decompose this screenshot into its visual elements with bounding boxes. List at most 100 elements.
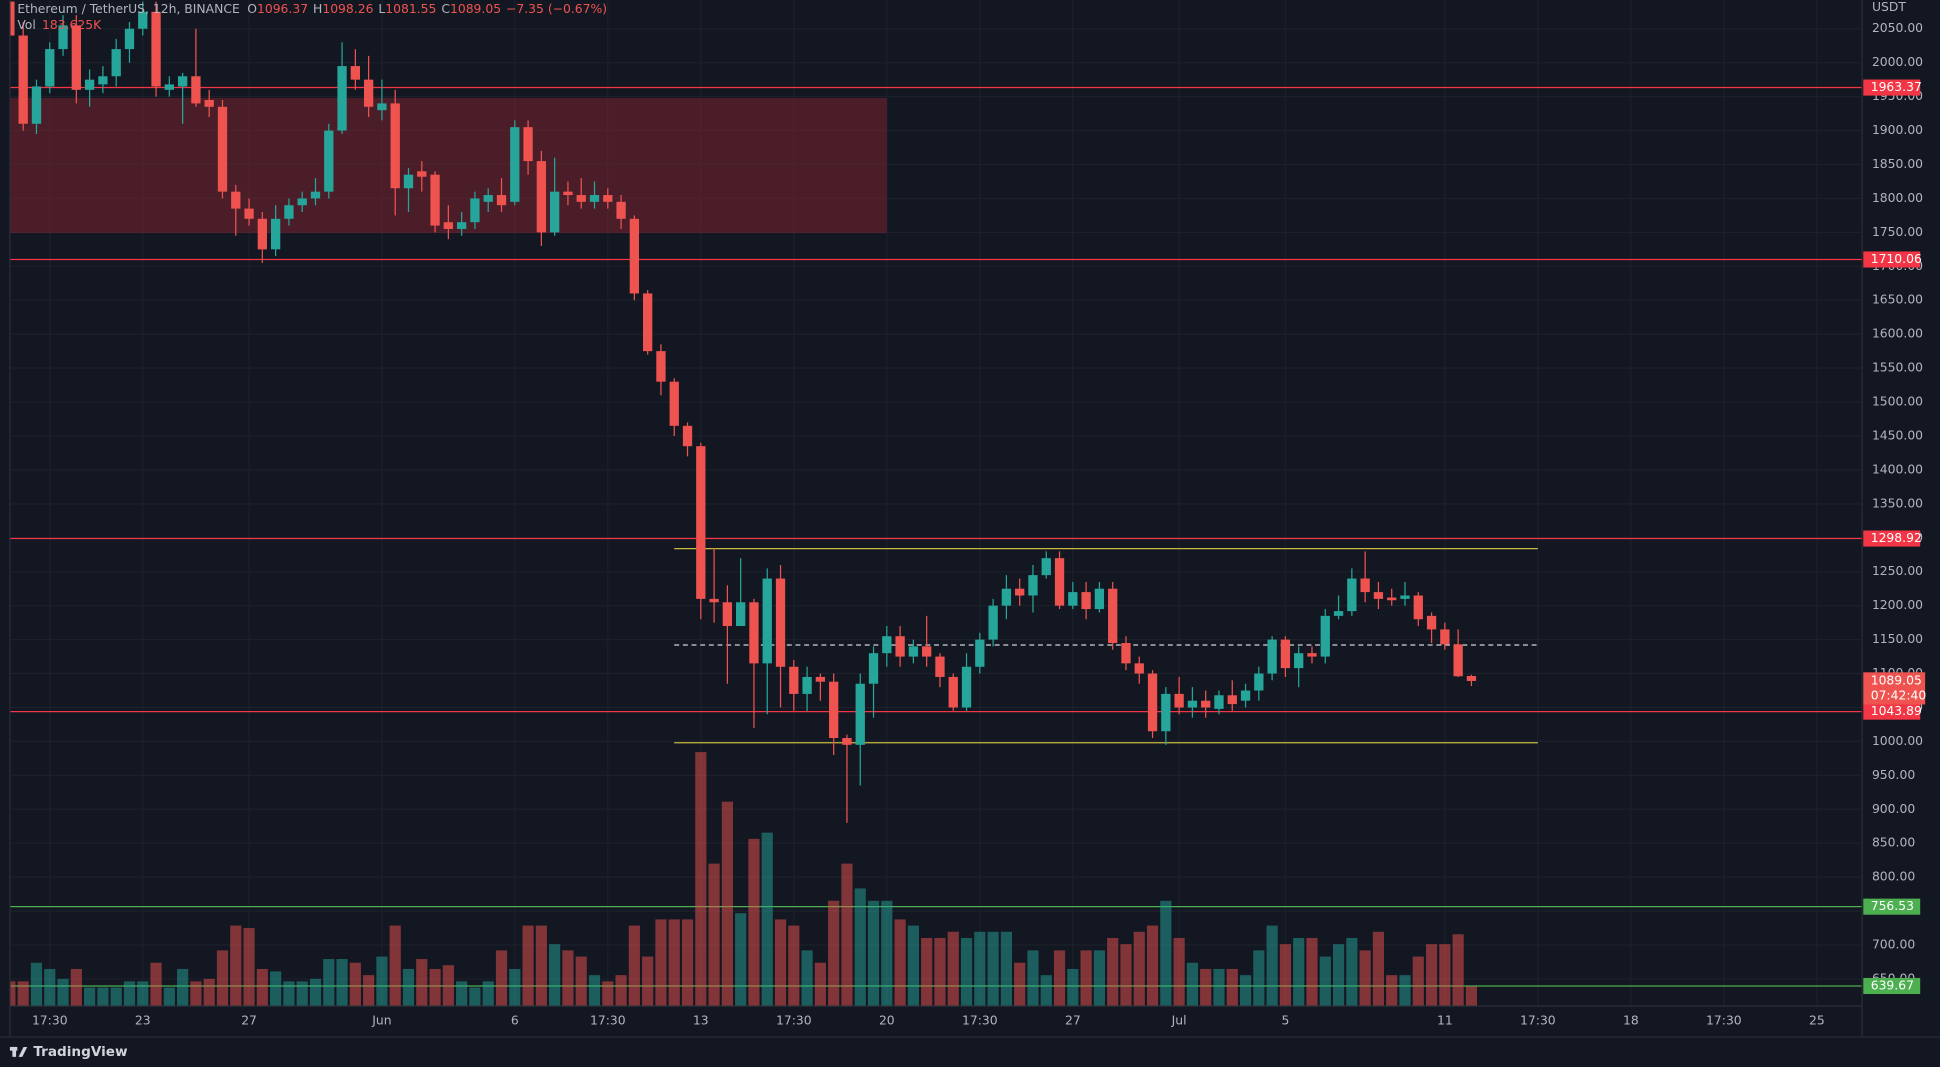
legend-ohlc: Ethereum / TetherUS, 12h, BINANCE O1096.3…: [17, 1, 607, 15]
candle-body: [961, 666, 972, 708]
volume-bar: [216, 950, 229, 1007]
candle-body: [603, 195, 613, 202]
level-label: 639.67: [1871, 978, 1914, 992]
x-tick-label: 5: [1281, 1013, 1289, 1027]
volume-bar: [814, 962, 826, 1007]
volume-bar: [150, 962, 162, 1007]
candle-body: [842, 738, 852, 745]
volume-bar: [921, 937, 933, 1007]
candle-body: [45, 49, 55, 87]
x-tick-label: 25: [1809, 1013, 1825, 1027]
candle-body: [1453, 644, 1463, 677]
x-tick-label: 11: [1437, 1013, 1453, 1027]
candle-body: [324, 130, 334, 192]
volume-bar: [1372, 931, 1385, 1007]
candle-body: [682, 425, 693, 447]
candle-body: [1426, 615, 1437, 630]
y-tick-label: 900.00: [1872, 802, 1915, 816]
volume-bar: [1133, 931, 1145, 1007]
level-label: 1963.37: [1871, 80, 1922, 94]
candle-body: [829, 681, 839, 739]
candle-body: [722, 602, 733, 627]
volume-bar: [17, 981, 29, 1007]
volume-bar: [974, 931, 986, 1007]
volume-bar: [1425, 944, 1438, 1007]
candle-body: [563, 191, 573, 196]
volume-bar: [1306, 937, 1318, 1007]
volume-bar: [748, 838, 760, 1007]
candle-body: [177, 76, 188, 87]
candle-body: [1134, 663, 1144, 674]
candle-body: [1440, 629, 1450, 645]
volume-bar: [30, 962, 43, 1007]
volume-bar: [681, 919, 694, 1007]
candle-body: [922, 646, 932, 657]
low-value: 1081.55: [385, 1, 436, 15]
volume-bar: [1053, 950, 1066, 1007]
brand: TradingView: [33, 1044, 128, 1060]
candle-body: [1227, 695, 1237, 705]
volume-bar: [828, 900, 840, 1007]
y-tick-label: 950.00: [1872, 768, 1915, 782]
volume-bar: [1279, 944, 1291, 1007]
candle-body: [217, 106, 228, 192]
volume-bar: [1160, 900, 1172, 1007]
candle-body: [350, 66, 361, 80]
volume-bar: [243, 928, 255, 1007]
volume-bar: [854, 888, 866, 1007]
level-label-box: [1863, 977, 1921, 995]
volume-bar: [1000, 931, 1012, 1007]
candle-body: [310, 191, 321, 199]
volume-bar: [389, 925, 401, 1007]
candle-body: [284, 205, 294, 219]
candle-body: [696, 446, 706, 599]
candle-body: [536, 161, 547, 233]
volume-bar: [602, 981, 614, 1007]
volume-bar: [1040, 975, 1052, 1007]
volume-bar: [761, 832, 773, 1007]
volume-bar: [230, 925, 242, 1007]
y-tick-label: 1400.00: [1872, 462, 1923, 476]
symbol: Ethereum / TetherUS, 12h, BINANCE: [17, 1, 240, 15]
volume-bar: [110, 987, 122, 1007]
candle-body: [1174, 693, 1184, 708]
y-tick-label: 1000.00: [1872, 734, 1923, 748]
volume-bar: [363, 975, 375, 1007]
x-tick-label: 27: [241, 1013, 257, 1027]
candle-body: [1041, 558, 1051, 576]
volume-bar: [881, 900, 893, 1007]
candle-body: [31, 86, 42, 124]
candle-body: [656, 351, 666, 382]
open-value: 1096.37: [257, 1, 308, 15]
level-label: 756.53: [1871, 899, 1914, 913]
y-tick-label: 1200.00: [1872, 598, 1923, 612]
volume-bar: [163, 987, 175, 1007]
candle-body: [270, 218, 281, 250]
candle-body: [1294, 653, 1304, 669]
price-axis: [1862, 0, 1940, 1038]
y-tick-label: 1800.00: [1872, 191, 1923, 205]
candle-body: [576, 195, 586, 202]
ohlc-letter: O: [247, 1, 257, 15]
x-tick-label: 17:30: [32, 1013, 68, 1027]
volume-bar: [44, 968, 56, 1007]
x-tick-label: 17:30: [1520, 1013, 1556, 1027]
candle-body: [124, 28, 135, 50]
candle-body: [71, 25, 81, 90]
volume-bar: [482, 981, 494, 1007]
volume-bar: [270, 971, 282, 1007]
candle-body: [1307, 653, 1317, 657]
volume-bar: [1213, 968, 1225, 1007]
y-tick-label: 700.00: [1872, 938, 1915, 952]
candle-body: [1400, 595, 1410, 599]
candle-body: [390, 103, 400, 189]
last-price-box: [1863, 672, 1926, 705]
candle-body: [762, 578, 772, 664]
y-tick-label: 1750.00: [1872, 225, 1923, 239]
volume-bar: [642, 956, 654, 1007]
volume-bar: [1067, 968, 1079, 1007]
y-tick-label: 1850.00: [1872, 157, 1923, 171]
volume-bar: [177, 968, 189, 1007]
candle-body: [483, 195, 493, 202]
